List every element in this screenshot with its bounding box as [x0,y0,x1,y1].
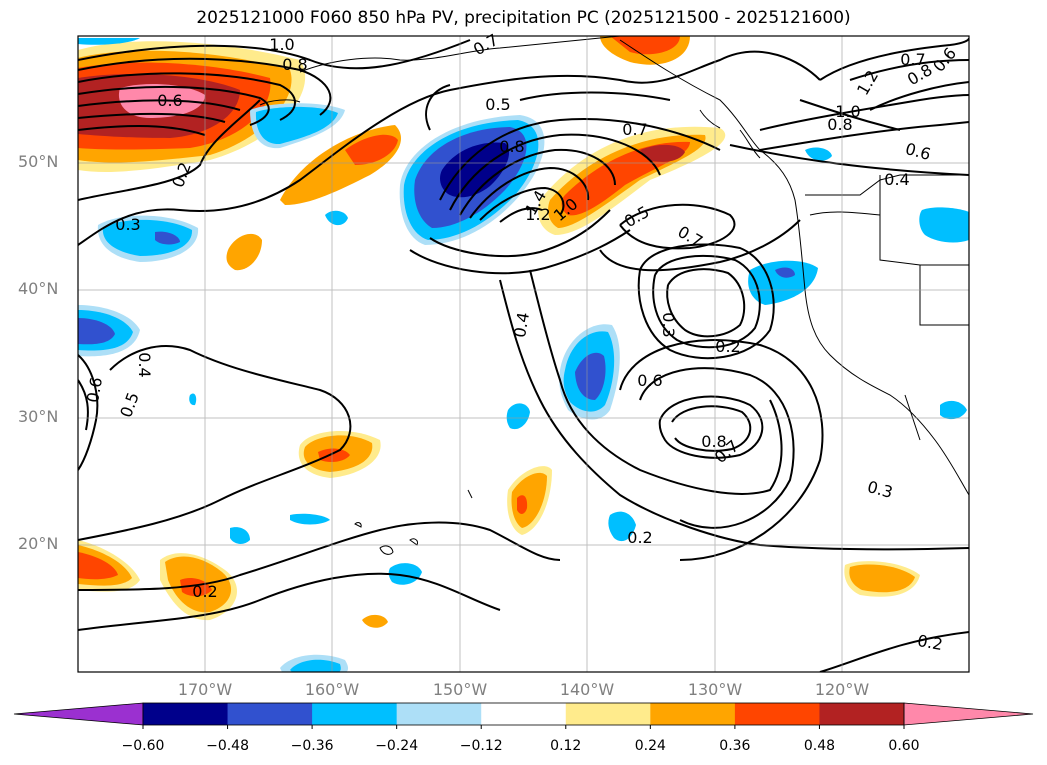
contour-label: 0.5 [116,390,143,420]
contour-label: 0.7 [900,50,925,69]
contour-label: 0.3 [865,477,895,502]
shade-negative [775,267,795,278]
shade-negative [102,219,193,256]
contour-label: 0.2 [192,582,217,601]
lon-label-140w: 140°W [559,680,615,699]
contour-label: 0.6 [903,139,933,164]
contour-label: 0.6 [83,376,106,404]
colorbar-segment [565,703,651,725]
shade-negative [748,260,818,305]
contour-label: 0.8 [282,55,307,74]
contour-label: 0.6 [157,91,182,110]
shade-positive [849,564,915,593]
shade-positive [180,578,212,597]
contour-label: 0.7 [470,30,502,59]
contour-label: 0.2 [627,528,652,547]
contour-label: 0.8 [701,432,726,451]
shade-positive [610,36,680,55]
colorbar-extend-min [13,702,144,726]
shade-negative [440,142,510,198]
contour-label: 0.5 [485,95,510,114]
shade-negative [575,352,606,400]
shade-negative [155,231,180,245]
colorbar-segment [734,703,820,725]
contour-label: 0.5 [621,202,653,231]
shade-positive [640,144,685,162]
shade-positive [511,472,547,528]
colorbar-segment [227,703,313,725]
lon-label-160w: 160°W [304,680,360,699]
map-frame [77,35,970,673]
shade-negative [940,400,967,420]
colorbar-frame [142,702,905,726]
colorbar-segment [312,703,398,725]
colorbar-segment [396,703,482,725]
contour-label: 0.6 [929,44,960,76]
precip-shading [78,36,969,672]
shade-positive [78,552,118,580]
shade-negative [290,659,341,672]
colorbar [13,702,1034,729]
colorbar-tick-label: 0.12 [550,738,582,754]
colorbar-tick-label: 0.36 [719,738,751,754]
colorbar-tick-label: −0.48 [206,738,249,754]
lon-label-170w: 170°W [177,680,233,699]
lon-label-120w: 120°W [814,680,870,699]
colorbar-tick-label: 0.60 [888,738,920,754]
colorbar-segment [143,703,229,725]
shade-negative [189,393,197,406]
colorbar-tick-label: 0.24 [634,738,666,754]
colorbar-segment [650,703,736,725]
shade-negative [255,106,338,145]
shade-positive [345,134,398,165]
contour-label: 0.4 [884,170,909,189]
shade-positive [226,233,262,271]
contour-label: 0.8 [827,115,852,134]
colorbar-extend-max [903,702,1034,726]
shade-negative [608,511,636,542]
lat-label-20n: 20°N [18,534,59,553]
lon-label-150w: 150°W [432,680,488,699]
gridlines [78,36,969,672]
contour-label: 1.2 [525,205,550,224]
shade-positive [318,448,350,463]
contour-label: 1.0 [269,35,294,54]
colorbar-tick-label: 0.48 [803,738,836,754]
contour-label: 0.4 [510,311,533,339]
colorbar-tick-label: −0.60 [121,738,165,754]
colorbar-tick-label: −0.24 [375,738,419,754]
lat-label-40n: 40°N [18,279,59,298]
colorbar-segment [819,703,905,725]
pv-contours [78,37,969,672]
lat-label-30n: 30°N [18,407,59,426]
contour-label: 0.3 [115,215,140,234]
shade-negative [78,38,140,45]
contour-label: 0.6 [637,371,662,390]
shade-positive [517,495,528,514]
shade-negative [230,527,250,544]
contour-label: 0.7 [622,120,647,139]
contour-label: 0.2 [916,631,944,654]
shade-negative [325,210,348,226]
colorbar-tick-label: −0.12 [459,738,503,754]
map-title: 2025121000 F060 850 hPa PV, precipitatio… [196,8,851,28]
coastlines [259,36,969,555]
shade-negative [78,318,115,345]
contour-label: 1.0 [835,102,860,121]
lat-label-50n: 50°N [18,152,59,171]
contour-label: 0.2 [715,337,740,356]
contour-label: 0.8 [499,137,524,156]
lon-label-130w: 130°W [687,680,743,699]
colorbar-tick-label: −0.36 [290,738,334,754]
contour-label: 0.4 [135,352,154,377]
shade-negative [506,403,530,430]
shade-positive [362,614,388,628]
contour-label: 0.3 [659,312,678,337]
shade-negative [290,513,330,525]
colorbar-segment [481,703,567,725]
shade-negative [919,207,969,243]
shade-negative [388,563,422,585]
shade-negative [805,147,832,161]
